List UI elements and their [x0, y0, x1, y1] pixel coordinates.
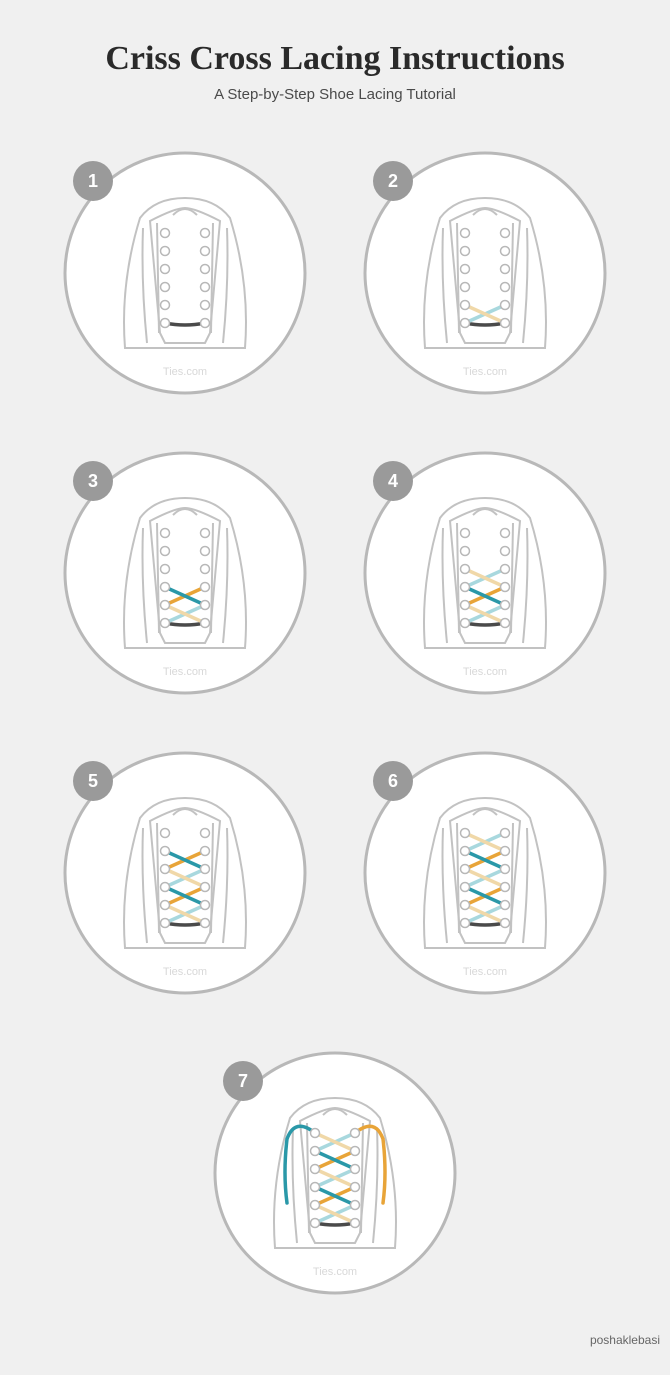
step-number: 5 — [88, 771, 98, 791]
step-4: Ties.com 4 — [355, 443, 615, 703]
step-7: Ties.com 7 — [205, 1043, 465, 1303]
step-3: Ties.com 3 — [55, 443, 315, 703]
page-subtitle: A Step-by-Step Shoe Lacing Tutorial — [30, 86, 640, 103]
page-title: Criss Cross Lacing Instructions — [30, 40, 640, 78]
watermark-text: Ties.com — [163, 966, 207, 978]
step-number: 6 — [388, 771, 398, 791]
watermark-text: Ties.com — [463, 666, 507, 678]
watermark-text: Ties.com — [313, 1266, 357, 1278]
step-6: Ties.com 6 — [355, 743, 615, 1003]
step-diagram: Ties.com 3 — [55, 443, 315, 703]
step-5: Ties.com 5 — [55, 743, 315, 1003]
step-number: 1 — [88, 171, 98, 191]
steps-grid: Ties.com 1 Ties.com 2 Ties.com 3 Ties.co… — [30, 143, 640, 1303]
watermark-text: Ties.com — [463, 366, 507, 378]
footer-credit: poshaklebasi — [590, 1333, 660, 1347]
watermark-text: Ties.com — [163, 366, 207, 378]
step-diagram: Ties.com 2 — [355, 143, 615, 403]
step-diagram: Ties.com 4 — [355, 443, 615, 703]
step-diagram: Ties.com 5 — [55, 743, 315, 1003]
step-diagram: Ties.com 1 — [55, 143, 315, 403]
step-number: 7 — [238, 1071, 248, 1091]
step-number: 3 — [88, 471, 98, 491]
step-number: 2 — [388, 171, 398, 191]
step-1: Ties.com 1 — [55, 143, 315, 403]
step-number: 4 — [388, 471, 398, 491]
infographic-container: Criss Cross Lacing Instructions A Step-b… — [0, 0, 670, 1353]
watermark-text: Ties.com — [463, 966, 507, 978]
step-diagram: Ties.com 7 — [205, 1043, 465, 1303]
step-diagram: Ties.com 6 — [355, 743, 615, 1003]
step-2: Ties.com 2 — [355, 143, 615, 403]
watermark-text: Ties.com — [163, 666, 207, 678]
